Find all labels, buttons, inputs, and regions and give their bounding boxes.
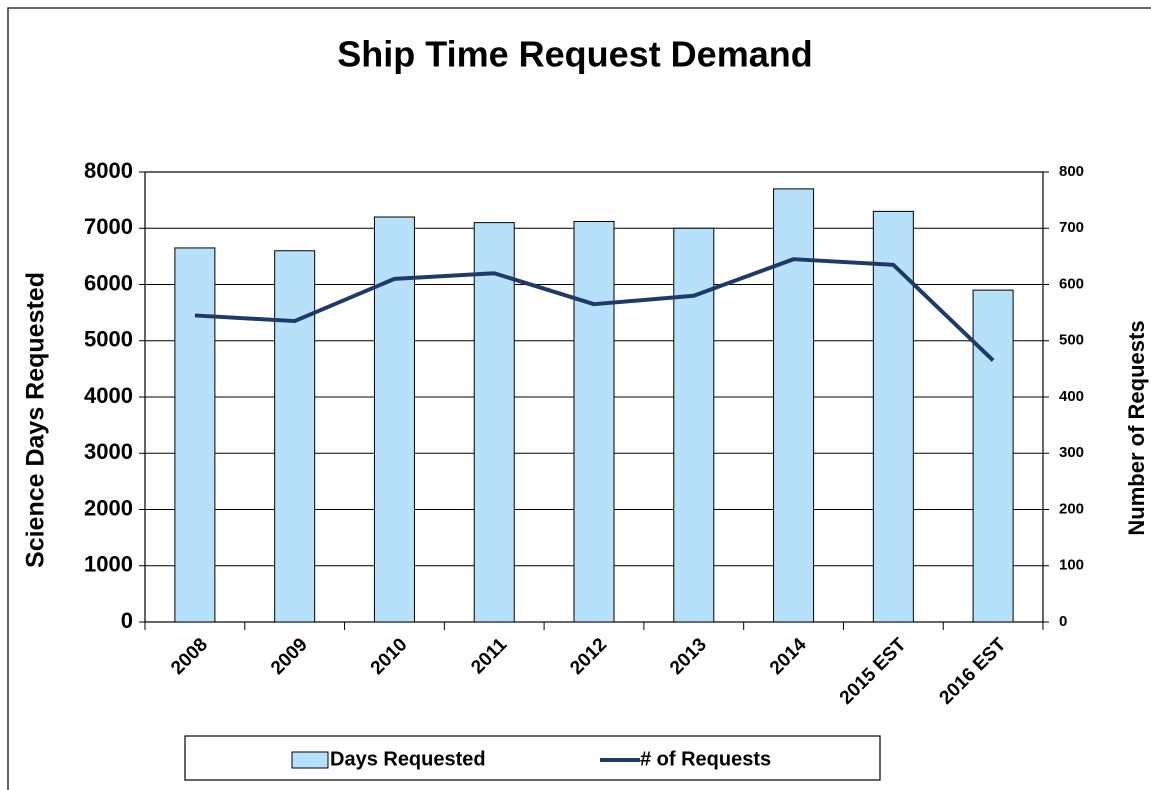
y2-tick-label: 600: [1059, 275, 1084, 292]
y2-tick-label: 500: [1059, 332, 1084, 349]
x-tick-label: 2014: [766, 634, 811, 679]
legend-box: [184, 735, 881, 781]
y-tick-label: 6000: [84, 270, 133, 295]
y2-tick-label: 800: [1059, 163, 1084, 180]
chart-frame: [7, 7, 1151, 790]
y2-tick-label: 200: [1059, 500, 1084, 517]
y2-tick-label: 0: [1059, 613, 1067, 630]
bar: [872, 210, 914, 623]
y2-tick-label: 700: [1059, 219, 1084, 236]
x-tick-label: 2009: [267, 634, 312, 679]
bar: [773, 188, 815, 623]
bar: [673, 227, 715, 623]
x-tick-label: 2013: [666, 634, 711, 679]
y-tick-label: 4000: [84, 383, 133, 408]
legend-swatch: [291, 751, 329, 769]
x-tick-label: 2012: [566, 634, 611, 679]
x-tick-label: 2011: [467, 634, 511, 678]
y-tick-label: 7000: [84, 214, 133, 239]
legend-label: # of Requests: [640, 748, 771, 770]
y2-tick-label: 100: [1059, 557, 1084, 574]
bar: [274, 250, 316, 623]
x-tick-label: 2015 EST: [836, 634, 911, 709]
y-tick-label: 1000: [84, 552, 133, 577]
y-tick-label: 8000: [84, 158, 133, 183]
y-tick-label: 3000: [84, 439, 133, 464]
bar: [174, 247, 216, 623]
y-tick-label: 2000: [84, 495, 133, 520]
bar: [573, 221, 615, 623]
chart-title: Ship Time Request Demand: [337, 34, 812, 75]
y-tick-label: 0: [121, 608, 133, 633]
bar: [473, 222, 515, 623]
y2-tick-label: 400: [1059, 388, 1084, 405]
x-tick-label: 2010: [367, 634, 412, 679]
y2-tick-label: 300: [1059, 444, 1084, 461]
y2-axis-label: Number of Requests: [1124, 320, 1149, 535]
line: [194, 257, 995, 362]
legend-label: Days Requested: [330, 748, 486, 770]
x-tick-label: 2008: [167, 634, 212, 679]
bar: [972, 289, 1014, 623]
x-tick-label: 2016 EST: [936, 634, 1011, 709]
y-axis-label: Science Days Requested: [22, 272, 50, 568]
y-tick-label: 5000: [84, 327, 133, 352]
